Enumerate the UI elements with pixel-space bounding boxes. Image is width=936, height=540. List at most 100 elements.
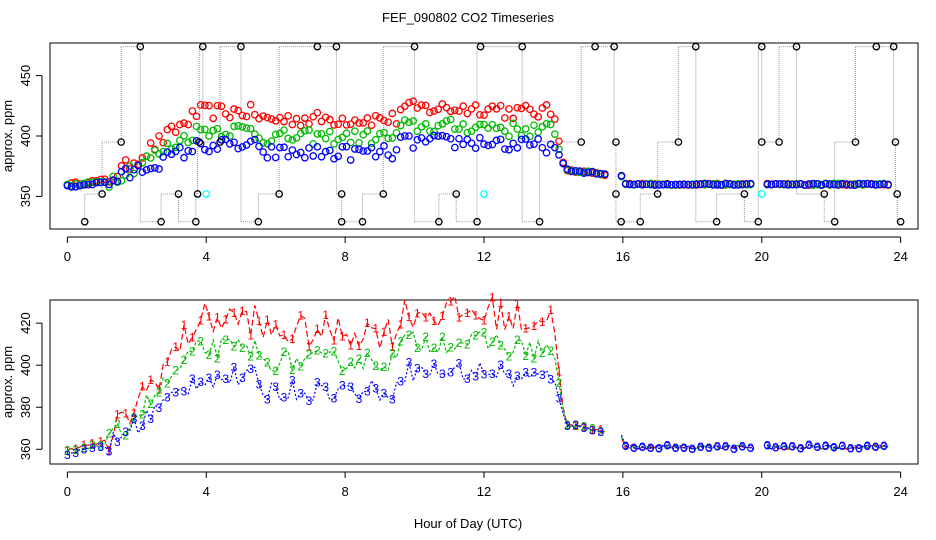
red-point [442,103,451,112]
blue-point [850,181,859,190]
red-point [225,113,234,122]
black-point [896,217,905,226]
series-3-circle [772,444,780,452]
blue-point [417,134,426,142]
green-point [463,128,472,137]
black-point [98,190,106,198]
series-2-marker: 2 [381,360,388,374]
series-1-marker: 1 [497,296,504,310]
series-3-marker: 3 [814,440,821,454]
red-point [513,103,522,112]
red-point [176,120,184,129]
red-point [555,137,563,146]
green-point [496,123,505,132]
blue-point [155,165,163,173]
series-3-marker: 3 [622,439,629,453]
series-2-marker: 2 [72,443,79,457]
series-3-marker: 3 [764,438,771,452]
series-1-marker: 1 [389,340,396,354]
series-3-marker: 3 [714,440,721,454]
red-point [405,98,413,107]
blue-point [113,177,122,186]
series-3-marker: 3 [222,372,229,386]
black-point [117,138,126,146]
series-3-marker: 3 [872,440,879,454]
blue-point [721,179,730,188]
series-2-marker: 2 [539,346,546,360]
red-point [292,114,301,123]
series-2-marker: 2 [456,336,463,350]
black-point [435,217,443,226]
red-point [213,101,222,110]
blue-point [821,179,830,188]
series-2-marker: 2 [172,363,179,377]
x-tick-label: 12 [477,249,491,264]
series-1-marker: 1 [597,423,604,437]
red-point [221,110,230,118]
blue-point [842,180,851,189]
blue-point [825,180,834,188]
red-point [446,107,455,116]
green-point [242,124,251,133]
series-3-marker: 3 [314,376,321,390]
blue-point [521,135,530,143]
blue-point [163,148,172,156]
green-point [550,130,559,138]
blue-point [463,135,472,144]
blue-point [109,176,118,184]
blue-point [367,143,376,152]
series-1-marker: 1 [506,309,513,323]
red-point [275,113,284,122]
series-3-circle [805,441,813,449]
series-3-marker: 3 [639,440,646,454]
blue-point [434,132,443,140]
blue-point [509,139,518,148]
black-point [216,138,224,146]
series-3-marker: 3 [189,372,196,386]
blue-point [655,181,663,189]
red-point [505,105,513,113]
blue-point [867,180,876,189]
blue-point [559,159,568,168]
blue-point [809,179,817,188]
y-tick-label: 350 [18,186,33,208]
blue-point [446,134,455,143]
series-3-marker: 3 [356,392,363,406]
series-3-circle [697,443,705,451]
red-point [467,105,476,113]
blue-point [584,168,593,177]
series-2-marker: 2 [547,344,554,358]
red-point [455,107,463,116]
blue-point [246,137,255,146]
blue-point [92,178,101,187]
green-point [409,117,418,125]
red-point [463,109,472,118]
series-3-marker: 3 [581,421,588,435]
series-3-marker: 3 [831,440,838,454]
blue-point [151,164,159,172]
blue-point [196,139,205,148]
red-point [471,101,480,109]
blue-point [430,131,438,140]
blue-point [592,170,601,178]
blue-point [346,156,355,164]
series-1-marker: 1 [297,308,304,322]
black-point [653,190,662,198]
series-3-marker: 3 [331,391,338,405]
y-tick-label: 380 [18,396,33,418]
series-2-marker: 2 [322,347,329,361]
green-point [488,120,497,129]
red-point [430,107,438,115]
red-point [396,105,405,114]
red-point [105,178,113,186]
series-3-circle [722,443,730,451]
blue-point [705,180,713,189]
black-point [193,190,202,198]
green-point [355,139,363,147]
series-3-marker: 3 [89,441,96,455]
series-2-marker: 2 [64,444,71,458]
blue-point [709,181,718,189]
red-point [126,165,134,173]
blue-point [575,167,584,175]
